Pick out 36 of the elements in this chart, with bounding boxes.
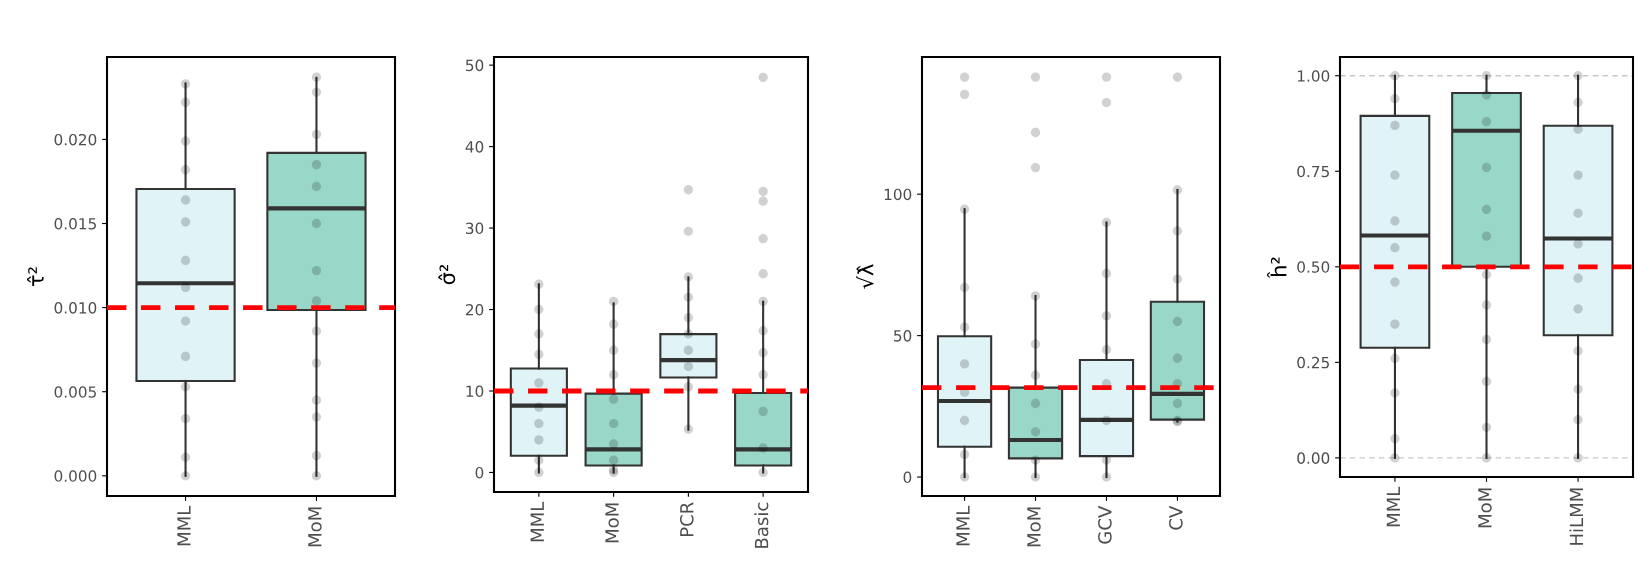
x-tick-label: MoM (605, 503, 619, 543)
x-tick-label: Basic (754, 502, 769, 548)
y-tick-label: 1.00 (1297, 70, 1330, 82)
y-tick-label: 100 (884, 188, 912, 201)
y-axis-title: τ̂² (26, 267, 44, 286)
x-tick-label: HiLMM (1569, 488, 1584, 545)
y-tick-label: 0.015 (54, 217, 96, 230)
y-axis-title: ĥ² (1267, 257, 1287, 279)
x-tick-label: MML (956, 505, 970, 546)
y-tick-label: 20 (465, 303, 484, 316)
y-tick-label: 0 (475, 466, 484, 479)
y-tick-label: 50 (466, 59, 484, 72)
y-tick-label: 30 (466, 222, 484, 235)
x-tick-label: GCV (1098, 505, 1112, 544)
x-tick-label: MML (530, 501, 544, 542)
y-tick-label: 0.75 (1297, 165, 1329, 178)
x-tick-label: PCR (679, 502, 694, 536)
x-tick-label: MML (1386, 486, 1400, 527)
y-tick-label: 0.020 (54, 133, 97, 146)
y-tick-label: 0.010 (54, 302, 97, 314)
y-tick-label: 0.25 (1297, 356, 1329, 369)
y-tick-label: 0.000 (54, 470, 97, 482)
x-tick-label: MML (177, 505, 191, 546)
y-tick-label: 0 (903, 471, 912, 484)
y-tick-label: 10 (466, 385, 484, 398)
x-tick-label: CV (1169, 505, 1183, 530)
y-axis-title: σ̂² (438, 265, 456, 285)
y-tick-label: 0.00 (1297, 452, 1330, 464)
x-tick-label: MoM (308, 507, 322, 547)
y-axis-title: √λ̂ (856, 264, 874, 289)
y-tick-label: 40 (465, 141, 484, 153)
y-tick-label: 0.50 (1297, 261, 1330, 273)
y-tick-label: 0.005 (54, 386, 96, 398)
y-tick-label: 50 (894, 330, 912, 342)
x-tick-label: MoM (1478, 488, 1492, 528)
x-tick-label: MoM (1027, 507, 1041, 547)
